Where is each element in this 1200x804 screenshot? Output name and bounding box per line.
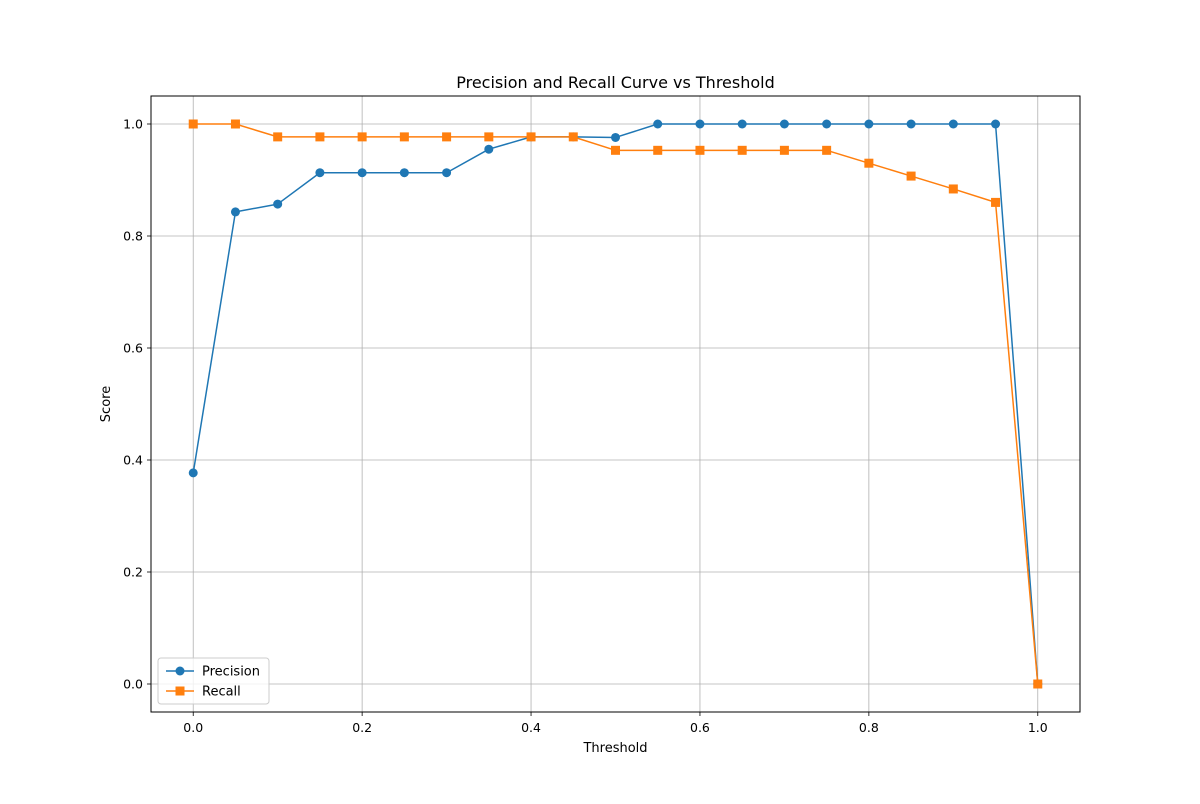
precision-marker — [484, 144, 494, 154]
tick-layer: 0.0 0.2 0.4 0.6 0.8 1.0 0.0 0.2 0.4 0.6 0.8 1.0 — [123, 117, 1048, 736]
recall-marker — [568, 132, 578, 142]
y-axis-label: Score — [99, 386, 114, 422]
y-tick-label: 0.4 — [123, 453, 143, 468]
precision-marker — [822, 119, 832, 129]
recall-marker — [442, 132, 452, 142]
grid-layer — [151, 96, 1080, 712]
precision-marker — [906, 119, 916, 129]
plot-frame — [150, 95, 1081, 713]
x-tick-label: 0.0 — [183, 720, 203, 735]
precision-marker — [779, 119, 789, 129]
recall-marker — [695, 145, 705, 155]
recall-marker — [991, 197, 1001, 207]
y-tick-label: 0.8 — [123, 229, 143, 244]
recall-marker — [526, 132, 536, 142]
recall-marker — [188, 119, 198, 129]
precision-marker — [653, 119, 663, 129]
y-tick-label: 0.2 — [123, 565, 143, 580]
legend-label: Precision — [202, 665, 260, 680]
precision-marker — [230, 207, 240, 217]
y-tick-label: 1.0 — [123, 117, 143, 132]
recall-marker — [484, 132, 494, 142]
legend-label: Recall — [202, 685, 241, 700]
recall-marker — [779, 145, 789, 155]
x-axis-label: Threshold — [582, 741, 647, 756]
legend-item-precision: Precision — [166, 665, 260, 680]
legend-box — [157, 657, 270, 705]
precision-marker — [399, 168, 409, 178]
legend-item-recall: Recall — [166, 685, 241, 700]
y-tick-label: 0.6 — [123, 341, 143, 356]
precision-marker — [273, 199, 283, 209]
recall-marker — [737, 145, 747, 155]
recall-marker — [230, 119, 240, 129]
precision-marker — [991, 119, 1001, 129]
legend-swatch-marker — [175, 666, 185, 676]
legend-swatch-marker — [175, 686, 185, 696]
y-tick-label: 0.0 — [123, 677, 143, 692]
precision-marker — [442, 168, 452, 178]
precision-marker — [737, 119, 747, 129]
x-tick-label: 0.6 — [690, 720, 710, 735]
x-tick-label: 0.4 — [521, 720, 541, 735]
recall-series — [188, 119, 1043, 689]
precision-marker — [695, 119, 705, 129]
x-tick-label: 0.8 — [859, 720, 879, 735]
recall-marker — [315, 132, 325, 142]
precision-marker — [188, 468, 198, 478]
recall-marker — [906, 171, 916, 181]
recall-marker — [273, 132, 283, 142]
chart-title: Precision and Recall Curve vs Threshold — [456, 73, 775, 92]
recall-marker — [611, 145, 620, 155]
recall-marker — [822, 145, 832, 155]
legend: Precision Recall — [157, 657, 270, 705]
series-layer — [188, 119, 1043, 689]
recall-marker — [399, 132, 409, 142]
recall-marker — [357, 132, 367, 142]
recall-marker — [948, 184, 958, 194]
precision-marker — [611, 132, 620, 142]
precision-marker — [948, 119, 958, 129]
precision-marker — [357, 168, 367, 178]
precision-marker — [315, 168, 325, 178]
recall-marker — [1033, 679, 1043, 689]
recall-marker — [653, 145, 663, 155]
x-tick-label: 1.0 — [1028, 720, 1048, 735]
x-tick-label: 0.2 — [352, 720, 372, 735]
precision-marker — [864, 119, 874, 129]
recall-marker — [864, 158, 874, 168]
